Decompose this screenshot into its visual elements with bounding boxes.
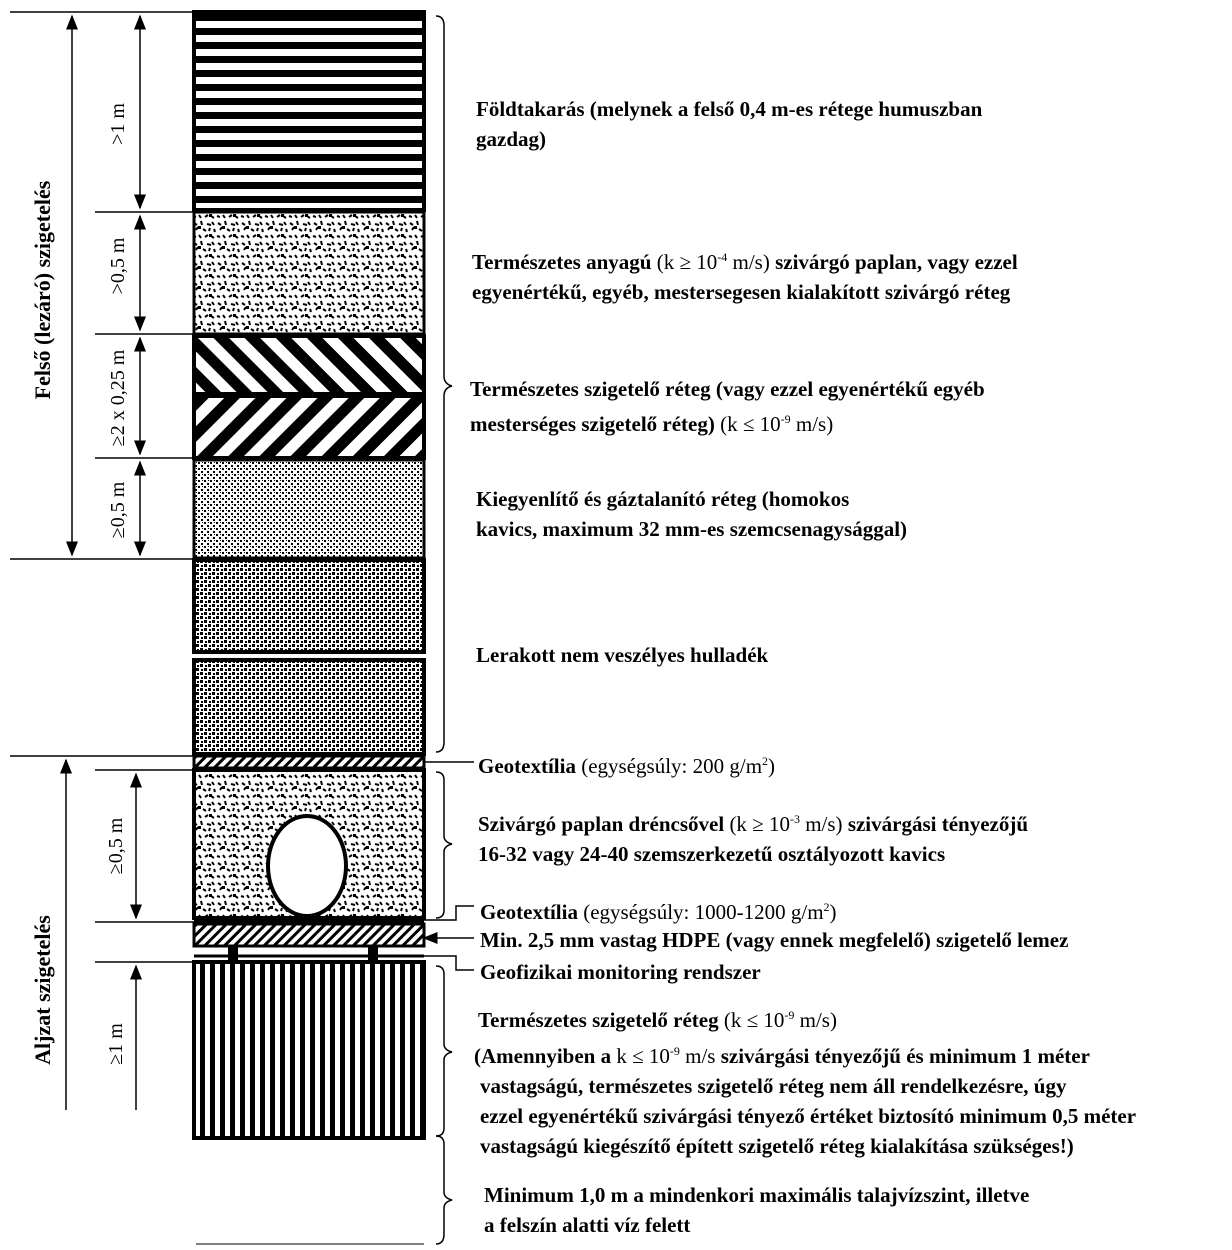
sealing-layer-upper xyxy=(192,334,426,396)
dim-label-5: ≥0,5 m xyxy=(105,817,127,874)
natural-sealing-base-layer xyxy=(192,960,426,1140)
brace-groundwater xyxy=(435,1135,453,1245)
dim-label-2: >0,5 m xyxy=(107,237,129,294)
label-natural-sealing: Természetes szigetelő réteg (k ≤ 10-9 m/… xyxy=(478,1008,837,1032)
geotextile-1000-layer xyxy=(194,918,424,924)
label-leveling-layer: Kiegyenlítő és gáztalanító réteg (homoko… xyxy=(476,487,908,541)
leader-lines xyxy=(422,761,474,971)
dim-label-4: ≥0,5 m xyxy=(107,481,129,538)
brace-drainage xyxy=(435,771,453,919)
leader-geotextile-1000 xyxy=(424,905,474,921)
label-geotextile-200: Geotextília (egységsúly: 200 g/m2) xyxy=(478,754,776,778)
label-drainage-blanket: Természetes anyagú (k ≥ 10-4 m/s) szivár… xyxy=(472,250,1018,304)
brace-upper xyxy=(435,15,453,753)
drain-pipe xyxy=(266,814,348,918)
dimension-arrows xyxy=(60,14,146,1110)
group-label-bottom: Aljzat szigetelés xyxy=(30,915,55,1065)
drainage-blanket-layer xyxy=(192,210,426,336)
label-sealing-layer: Természetes szigetelő réteg (vagy ezzel … xyxy=(470,377,985,436)
label-drainage-pipe: Szivárgó paplan dréncsővel (k ≥ 10-3 m/s… xyxy=(478,812,1029,866)
group-label-top: Felső (lezáró) szigetelés xyxy=(30,180,55,399)
dim-label-3: ≥2 x 0,25 m xyxy=(107,349,129,446)
soil-cover-layer xyxy=(192,10,426,212)
sealing-layer-lower xyxy=(192,394,426,460)
monitoring-post-right xyxy=(368,946,378,962)
dim-label-6: ≥1 m xyxy=(105,1023,127,1065)
hdpe-membrane-layer xyxy=(192,922,426,948)
reference-lines xyxy=(10,11,194,963)
label-soil-cover: Földtakarás (melynek a felső 0,4 m-es ré… xyxy=(476,97,983,151)
label-natural-sealing-note: (Amennyiben a k ≤ 10-9 m/s szivárgási té… xyxy=(474,1044,1137,1158)
leader-monitoring xyxy=(424,955,474,971)
label-hdpe: Min. 2,5 mm vastag HDPE (vagy ennek megf… xyxy=(480,928,1069,952)
label-geotextile-1000: Geotextília (egységsúly: 1000-1200 g/m2) xyxy=(480,900,837,924)
label-groundwater: Minimum 1,0 m a mindenkori maximális tal… xyxy=(484,1183,1030,1237)
monitoring-post-left xyxy=(228,946,238,962)
dim-label-1: >1 m xyxy=(107,103,129,145)
brace-base xyxy=(435,965,453,1137)
geotextile-200-layer xyxy=(192,754,426,770)
label-monitoring: Geofizikai monitoring rendszer xyxy=(480,960,761,984)
waste-layer-upper xyxy=(192,558,426,654)
braces xyxy=(435,15,453,1245)
layer-column xyxy=(192,10,426,1245)
label-waste: Lerakott nem veszélyes hulladék xyxy=(476,643,769,667)
waste-layer-lower xyxy=(192,658,426,756)
leveling-gas-layer xyxy=(192,458,426,560)
